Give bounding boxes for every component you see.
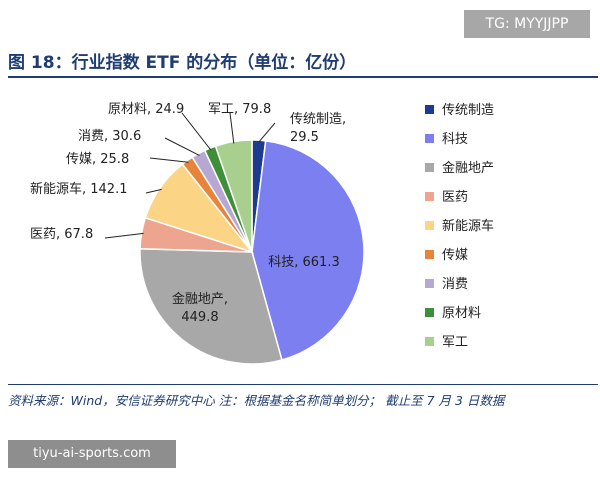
slice-7-data-label: 消费, 30.6 <box>78 129 141 144</box>
title-divider <box>8 76 598 78</box>
slice-9-data-label: 军工, 79.8 <box>208 102 271 117</box>
slice-3-legend-swatch <box>425 163 434 172</box>
slice-2-wedge <box>251 140 365 361</box>
slice-4-data-label: 医药, 67.8 <box>30 227 93 242</box>
slice-8-legend-label: 原材料 <box>442 306 481 321</box>
pie-slices <box>139 139 365 365</box>
slice-9-leader-line <box>229 112 235 144</box>
slice-2-legend-label: 科技 <box>442 132 468 147</box>
leader-lines <box>104 112 276 239</box>
slice-2-legend-swatch <box>425 134 434 143</box>
slice-5-leader-line <box>145 188 162 194</box>
slice-3-legend-label: 金融地产 <box>442 160 494 176</box>
slice-6-data-label: 传媒, 25.8 <box>66 152 129 167</box>
slice-9-legend-swatch <box>425 337 434 346</box>
watermark-bottom: tiyu-ai-sports.com <box>8 440 176 468</box>
slice-8-data-label: 原材料, 24.9 <box>108 102 184 117</box>
data-labels: 传统制造, 29.5 科技, 661.3 金融地产, 449.8 医药, 67.8 新能源车… <box>30 102 346 325</box>
slice-7-legend-swatch <box>425 279 434 288</box>
slice-1-legend-swatch <box>425 105 434 114</box>
slice-2-data-label: 科技, 661.3 <box>268 255 339 270</box>
slice-6-leader-line <box>149 157 189 163</box>
footer-divider <box>8 384 598 385</box>
slice-1-leader-line <box>258 122 276 143</box>
slice-7-leader-line <box>164 137 200 156</box>
pie-chart: 传统制造, 29.5 科技, 661.3 金融地产, 449.8 医药, 67.8 新能源车… <box>30 102 494 365</box>
slice-4-leader-line <box>104 232 144 239</box>
slice-8-legend-swatch <box>425 308 434 317</box>
slice-1-legend-label: 传统制造 <box>442 103 494 118</box>
slice-5-legend-swatch <box>425 221 434 230</box>
slice-5-legend-label: 新能源车 <box>442 218 494 234</box>
slice-6-legend-label: 传媒 <box>442 248 468 263</box>
slice-8-leader-line <box>181 112 212 151</box>
slice-7-legend-label: 消费 <box>442 277 468 292</box>
watermark-top: TG: MYYJJPP <box>464 10 590 38</box>
slice-9-legend-label: 军工 <box>442 335 468 350</box>
slice-4-legend-label: 医药 <box>442 190 468 205</box>
slice-6-legend-swatch <box>425 250 434 259</box>
slice-4-legend-swatch <box>425 192 434 201</box>
figure-title: 图 18：行业指数 ETF 的分布（单位：亿份） <box>8 53 357 73</box>
slice-1-data-label: 传统制造, 29.5 <box>290 112 346 145</box>
slice-3-wedge <box>139 248 283 365</box>
slice-5-data-label: 新能源车, 142.1 <box>30 181 127 197</box>
source-note: 资料来源：Wind，安信证券研究中心 注：根据基金名称简单划分； 截止至 7 月… <box>8 393 505 408</box>
slice-3-data-label: 金融地产, 449.8 <box>172 291 228 325</box>
